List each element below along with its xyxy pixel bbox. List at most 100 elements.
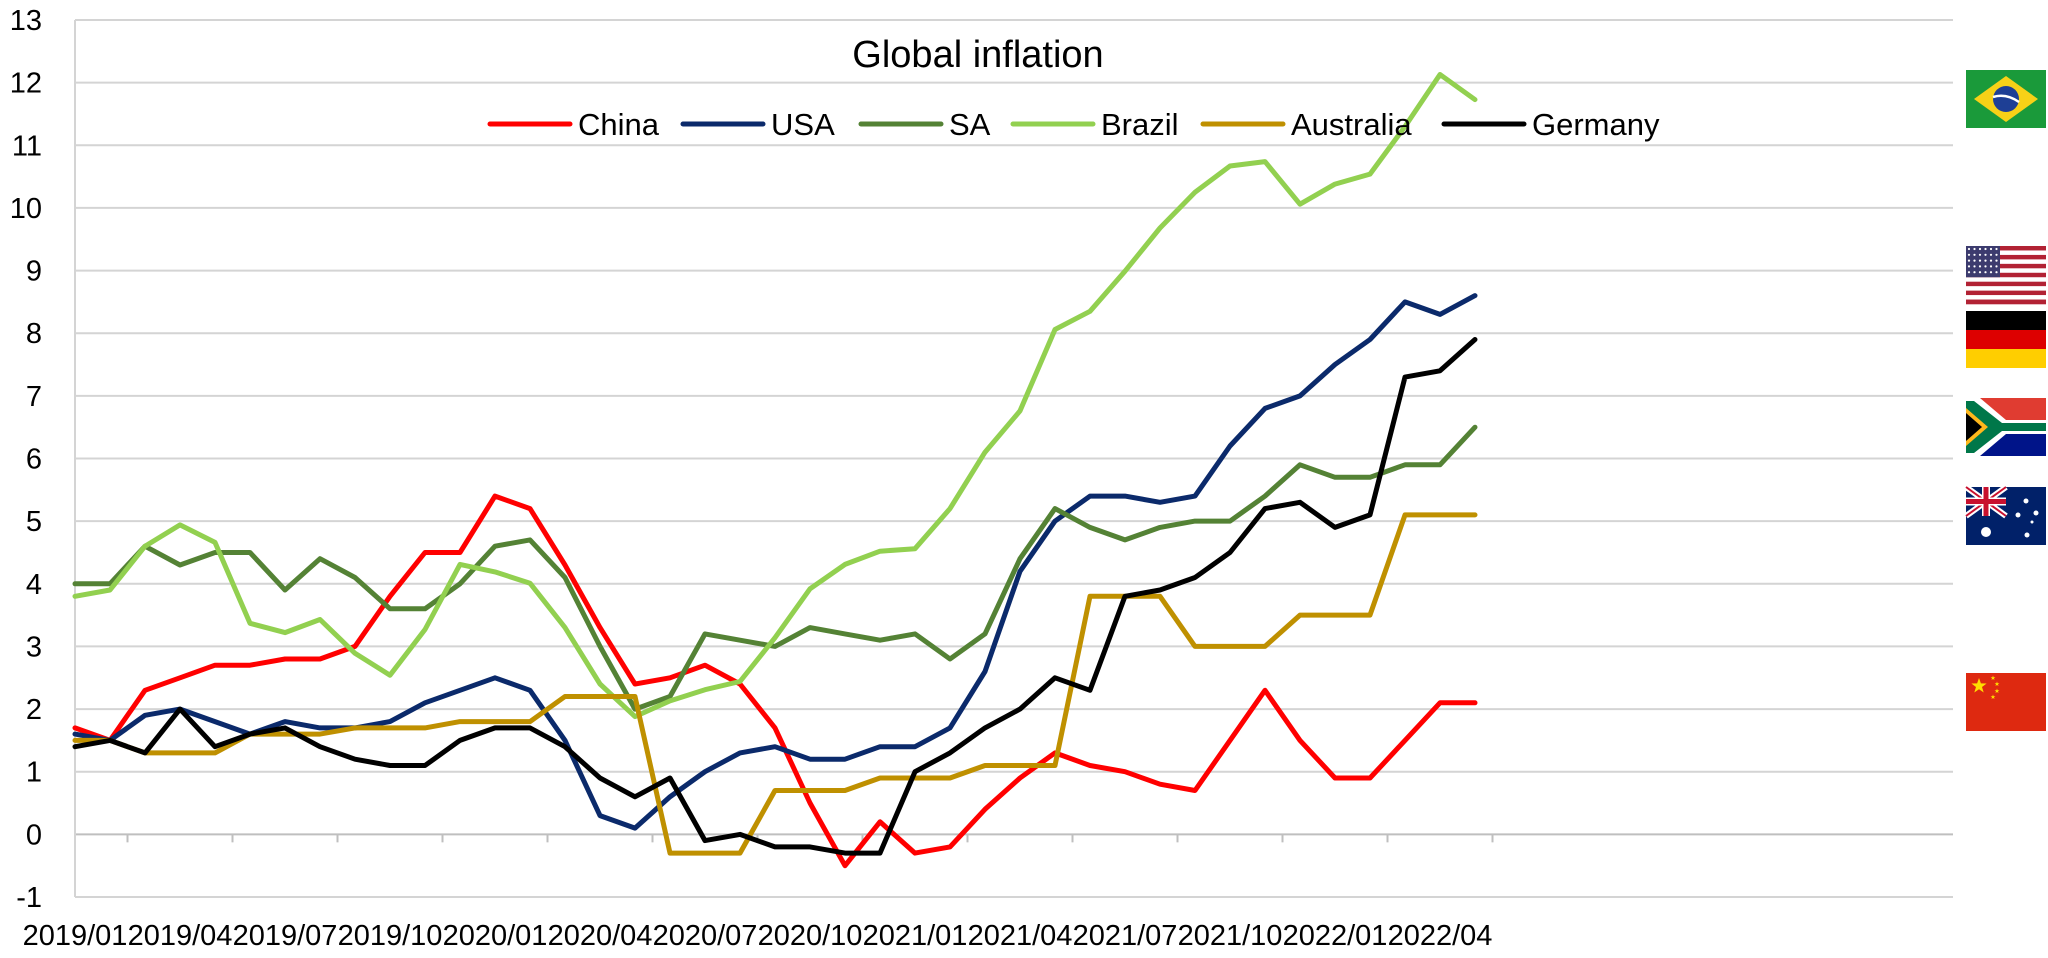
australia-flag-star (2015, 512, 2021, 518)
series-line-brazil (72, 72, 1478, 720)
usa-flag-stripe (1966, 254, 2046, 260)
usa-flag-stripe (1966, 290, 2046, 296)
y-tick-label: 8 (26, 318, 42, 350)
x-tick-label: 2020/07 (653, 920, 758, 952)
x-tick-label: 2021/10 (1178, 920, 1283, 952)
usa-flag-star (1989, 271, 1993, 274)
x-tick-label: 2022/01 (1283, 920, 1388, 952)
legend-label-brazil: Brazil (1101, 107, 1179, 142)
usa-flag-star (1989, 265, 1993, 268)
x-tick-label: 2020/01 (443, 920, 548, 952)
series-line-australia (72, 512, 1478, 856)
usa-flag-star (1989, 247, 1993, 251)
australia-flag-star (1981, 527, 1991, 537)
legend-label-sa: SA (949, 107, 991, 142)
usa-flag-star (1978, 271, 1982, 274)
x-tick-label: 2021/07 (1073, 920, 1178, 952)
china-flag-small-star (1994, 681, 2000, 686)
australia-flag-cross-red (1966, 499, 2006, 504)
y-tick-label: 6 (26, 444, 42, 476)
y-tick-label: 2 (26, 694, 42, 726)
usa-flag-star (1967, 253, 1971, 256)
usa-flag-canton (1966, 246, 2000, 278)
germany-flag (1966, 311, 2046, 368)
y-tick-label: 9 (26, 256, 42, 288)
usa-flag-star (1989, 259, 1993, 262)
china-flag-small-star (1990, 694, 1996, 699)
usa-flag-stripe (1966, 250, 2046, 256)
brazil-flag-globe (1993, 86, 2019, 112)
usa-flag-star (1978, 265, 1982, 268)
usa-flag-star (1984, 247, 1987, 251)
usa-flag-stripe (1966, 272, 2046, 278)
usa-flag-star (1967, 259, 1971, 262)
usa-flag-stripe (1966, 263, 2046, 269)
usa-flag-stripe (1966, 268, 2046, 274)
usa-flag-stripe (1966, 295, 2046, 300)
x-tick-label: 2020/04 (548, 920, 653, 952)
y-tick-label: -1 (16, 882, 42, 914)
y-tick-label: 7 (26, 381, 42, 413)
usa-flag-star (1967, 271, 1971, 274)
usa-flag-stripe (1966, 277, 2046, 282)
x-tick-label: 2019/04 (128, 920, 233, 952)
y-tick-label: 12 (10, 68, 42, 100)
usa-flag-stripe (1966, 286, 2046, 291)
sa-flag-green (1966, 401, 2046, 453)
usa-flag (1966, 246, 2046, 305)
x-tick-label: 2020/10 (758, 920, 863, 952)
usa-flag-star (1995, 259, 1998, 262)
australia-flag-star (2033, 510, 2039, 516)
x-tick-label: 2019/07 (233, 920, 338, 952)
usa-flag-stripe (1966, 299, 2046, 305)
usa-flag-star (1978, 253, 1982, 256)
australia-flag-star (2023, 498, 2029, 504)
sa-flag-black (1966, 413, 1982, 441)
usa-flag-star (1967, 265, 1971, 268)
usa-flag-star (1978, 247, 1982, 251)
x-tick-label: 2021/04 (968, 920, 1073, 952)
x-tick-label: 2021/01 (863, 920, 968, 952)
usa-flag-star (1967, 247, 1971, 251)
brazil-flag (1966, 70, 2046, 128)
usa-flag-star (1984, 265, 1987, 268)
usa-flag-stripe (1966, 281, 2046, 287)
usa-flag-star (1995, 271, 1998, 274)
usa-flag-star (1989, 253, 1993, 256)
germany-flag-gold (1966, 349, 2046, 368)
legend: China USA SA Brazil Australia Germany (487, 107, 1660, 142)
x-tick-label: 2019/01 (23, 920, 128, 952)
series-line-germany (72, 337, 1478, 856)
usa-flag-star (1995, 265, 1998, 268)
south-africa-flag (1966, 398, 2046, 456)
usa-flag-star (1973, 253, 1976, 256)
y-tick-label: 3 (26, 631, 42, 663)
usa-flag-star (1995, 253, 1998, 256)
x-tick-label: 2022/04 (1388, 920, 1493, 952)
germany-flag-red (1966, 330, 2046, 349)
flag-markers (1964, 70, 2046, 731)
y-tick-label: 1 (26, 757, 42, 789)
china-flag (1966, 673, 2046, 731)
x-axis-tick-labels: 2019/01 2019/04 2019/07 2019/10 2020/01 2020/… (23, 920, 1493, 952)
usa-flag-star (1973, 271, 1976, 274)
y-tick-label: 11 (12, 130, 42, 162)
legend-label-germany: Germany (1532, 107, 1660, 142)
usa-flag-star (1973, 265, 1976, 268)
usa-flag-stripe (1966, 259, 2046, 265)
y-tick-label: 4 (26, 569, 42, 601)
usa-flag-stripe (1966, 246, 2046, 251)
germany-flag-black (1966, 311, 2046, 330)
usa-flag-star (1984, 271, 1987, 274)
y-tick-label: 10 (10, 193, 42, 225)
usa-flag-star (1984, 259, 1987, 262)
usa-flag-star (1973, 247, 1976, 251)
series-line-sa (72, 424, 1478, 712)
china-flag-small-star (1994, 688, 2000, 693)
series-line-usa (72, 293, 1478, 831)
china-flag-large-star (1971, 678, 1987, 693)
legend-label-china: China (578, 107, 660, 142)
